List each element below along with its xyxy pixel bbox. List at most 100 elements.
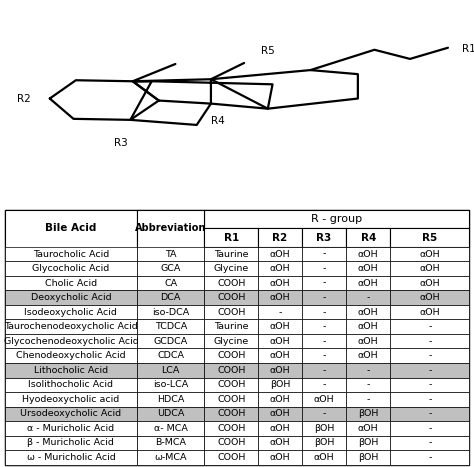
- Text: COOH: COOH: [217, 439, 246, 447]
- Bar: [302, 421, 346, 436]
- Text: COOH: COOH: [217, 351, 246, 360]
- Text: Ursodeoxycholic Acid: Ursodeoxycholic Acid: [20, 410, 121, 418]
- Bar: [137, 363, 204, 377]
- Bar: [346, 407, 390, 421]
- Bar: [302, 319, 346, 334]
- Text: αOH: αOH: [358, 279, 379, 288]
- Text: Chenodeoxycholic Acid: Chenodeoxycholic Acid: [16, 351, 126, 360]
- Text: Taurine: Taurine: [214, 322, 248, 331]
- Bar: [204, 305, 258, 319]
- Bar: [137, 305, 204, 319]
- Bar: [390, 247, 469, 262]
- Bar: [204, 421, 258, 436]
- Text: -: -: [366, 395, 370, 404]
- Bar: [390, 305, 469, 319]
- Bar: [258, 334, 302, 348]
- Bar: [204, 276, 258, 290]
- Text: CDCA: CDCA: [157, 351, 184, 360]
- Text: αOH: αOH: [419, 308, 440, 317]
- Bar: [258, 290, 302, 305]
- Text: R4: R4: [211, 116, 225, 126]
- Bar: [258, 262, 302, 276]
- Bar: [346, 228, 390, 247]
- Bar: [346, 392, 390, 407]
- Text: R3: R3: [317, 233, 332, 243]
- Bar: [346, 262, 390, 276]
- Bar: [5, 334, 137, 348]
- Text: βOH: βOH: [358, 410, 378, 418]
- Bar: [258, 228, 302, 247]
- Bar: [204, 363, 258, 377]
- Bar: [390, 436, 469, 450]
- Text: αOH: αOH: [270, 395, 290, 404]
- Text: αOH: αOH: [358, 264, 379, 273]
- Bar: [137, 436, 204, 450]
- Text: UDCA: UDCA: [157, 410, 184, 418]
- Text: αOH: αOH: [270, 366, 290, 375]
- Bar: [258, 436, 302, 450]
- Text: αOH: αOH: [358, 337, 379, 346]
- Bar: [302, 276, 346, 290]
- Bar: [302, 348, 346, 363]
- Text: CA: CA: [164, 279, 177, 288]
- Bar: [204, 210, 469, 228]
- Bar: [346, 290, 390, 305]
- Text: -: -: [428, 453, 431, 462]
- Text: LCA: LCA: [162, 366, 180, 375]
- Bar: [5, 262, 137, 276]
- Text: COOH: COOH: [217, 293, 246, 302]
- Bar: [346, 348, 390, 363]
- Bar: [204, 407, 258, 421]
- Bar: [204, 334, 258, 348]
- Text: -: -: [322, 351, 326, 360]
- Bar: [5, 407, 137, 421]
- Text: TA: TA: [165, 249, 176, 259]
- Text: COOH: COOH: [217, 453, 246, 462]
- Bar: [204, 436, 258, 450]
- Bar: [5, 436, 137, 450]
- Bar: [390, 276, 469, 290]
- Bar: [302, 334, 346, 348]
- Text: COOH: COOH: [217, 380, 246, 389]
- Text: -: -: [322, 366, 326, 375]
- Bar: [390, 262, 469, 276]
- Bar: [137, 290, 204, 305]
- Bar: [204, 290, 258, 305]
- Bar: [390, 290, 469, 305]
- Text: Taurine: Taurine: [214, 249, 248, 259]
- Bar: [5, 290, 137, 305]
- Text: COOH: COOH: [217, 424, 246, 433]
- Text: -: -: [322, 410, 326, 418]
- Text: -: -: [428, 424, 431, 433]
- Bar: [302, 407, 346, 421]
- Text: -: -: [428, 322, 431, 331]
- Text: αOH: αOH: [419, 249, 440, 259]
- Text: Bile Acid: Bile Acid: [45, 224, 97, 234]
- Text: TCDCA: TCDCA: [155, 322, 187, 331]
- Bar: [204, 392, 258, 407]
- Text: R - group: R - group: [311, 214, 363, 224]
- Text: -: -: [428, 337, 431, 346]
- Text: βOH: βOH: [270, 380, 290, 389]
- Bar: [258, 363, 302, 377]
- Text: -: -: [366, 366, 370, 375]
- Bar: [390, 348, 469, 363]
- Bar: [137, 319, 204, 334]
- Text: R1: R1: [462, 44, 474, 54]
- Text: Taurocholic Acid: Taurocholic Acid: [33, 249, 109, 259]
- Bar: [390, 377, 469, 392]
- Text: βOH: βOH: [314, 424, 334, 433]
- Bar: [390, 421, 469, 436]
- Text: HDCA: HDCA: [157, 395, 184, 404]
- Text: Abbreviation: Abbreviation: [135, 224, 207, 234]
- Text: αOH: αOH: [419, 264, 440, 273]
- Bar: [302, 363, 346, 377]
- Text: αOH: αOH: [270, 410, 290, 418]
- Bar: [5, 348, 137, 363]
- Bar: [5, 305, 137, 319]
- Bar: [302, 392, 346, 407]
- Bar: [346, 363, 390, 377]
- Bar: [137, 407, 204, 421]
- Bar: [137, 377, 204, 392]
- Bar: [390, 392, 469, 407]
